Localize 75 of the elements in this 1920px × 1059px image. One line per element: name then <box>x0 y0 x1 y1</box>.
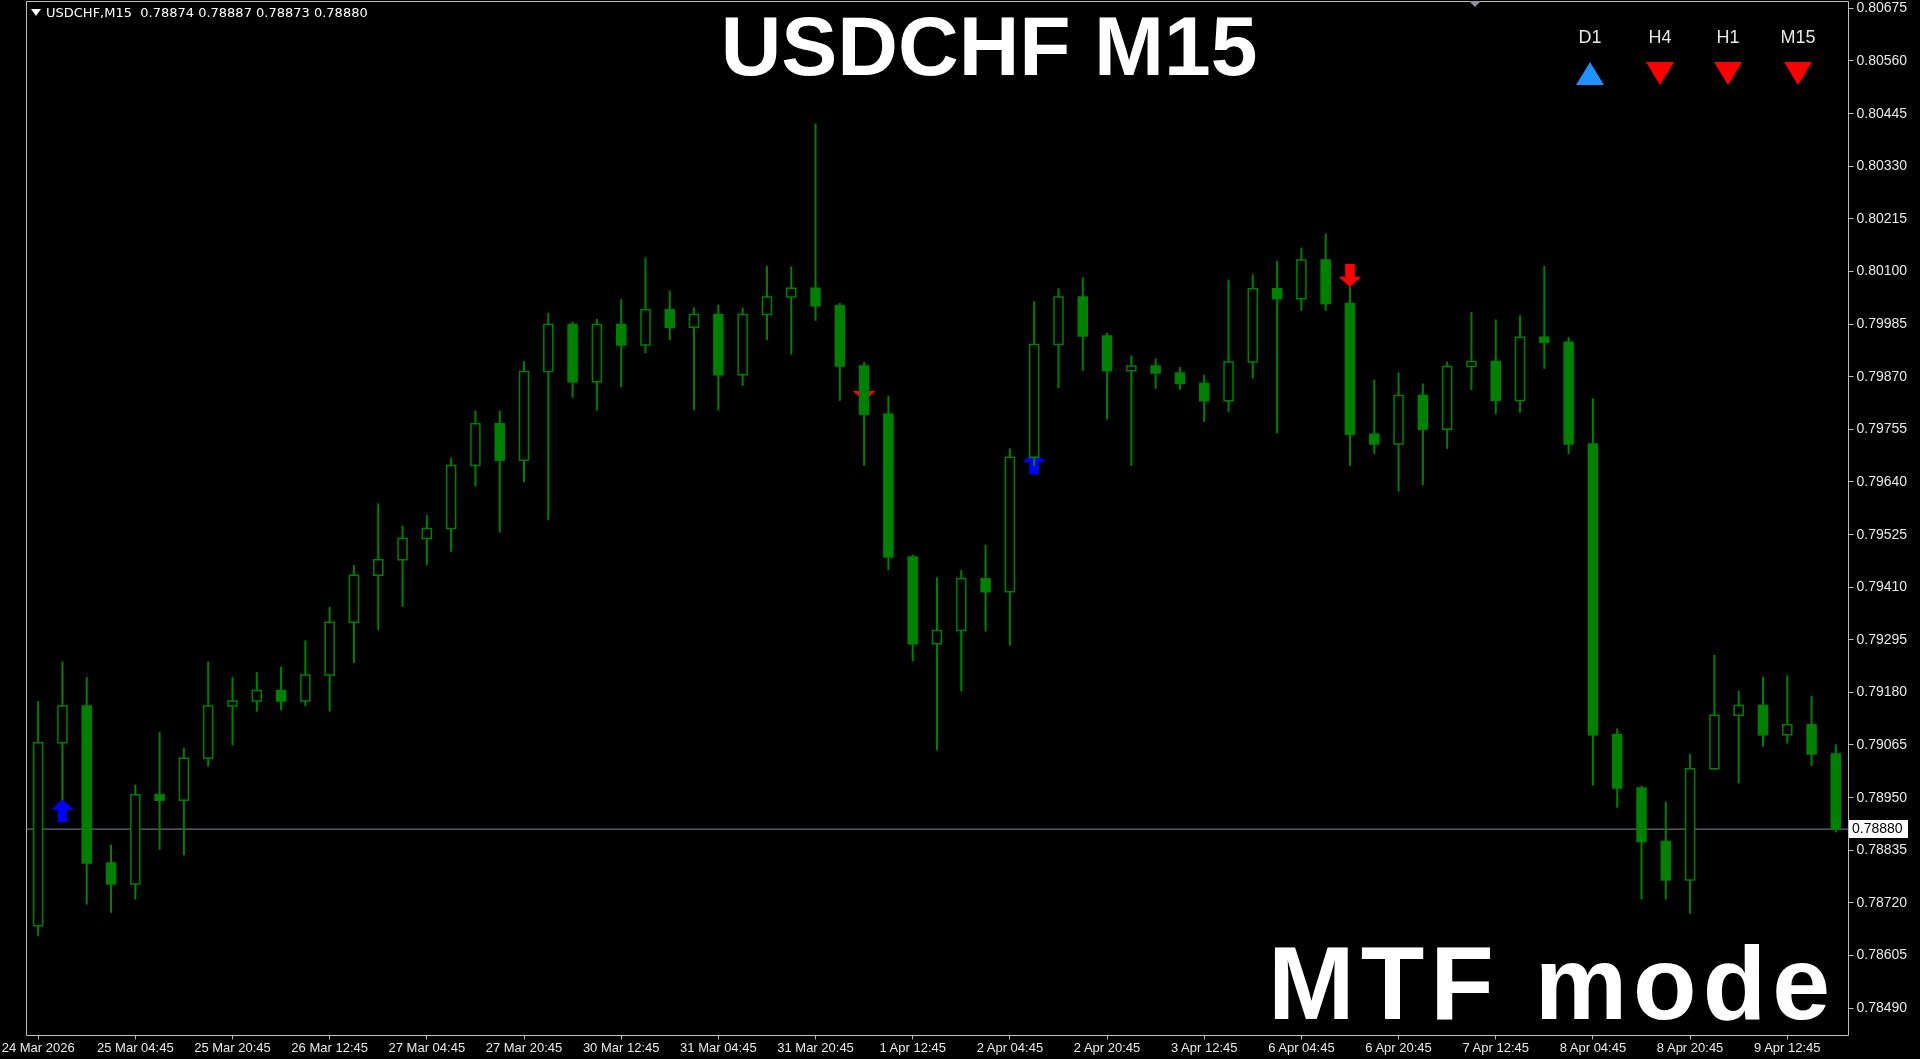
candlestick <box>688 306 700 412</box>
y-tick-label: 0.80445 <box>1856 104 1908 121</box>
x-tick-label: 1 Apr 12:45 <box>879 1039 946 1055</box>
x-tick-label: 6 Apr 20:45 <box>1365 1039 1432 1055</box>
x-tick-label: 8 Apr 04:45 <box>1559 1039 1627 1055</box>
y-tick-label: 0.80100 <box>1856 262 1908 279</box>
annotation: USDCHF,M15 0.78874 0.78887 0.78873 0.78880 <box>46 5 368 20</box>
candlestick <box>1174 366 1186 391</box>
candlestick <box>664 289 676 342</box>
point <box>51 799 74 823</box>
x-tick-label: 25 Mar 04:45 <box>97 1039 174 1055</box>
candlestick <box>1369 378 1380 455</box>
y-tick-label: 0.80560 <box>1856 51 1908 68</box>
y-tick-label: 0.79410 <box>1856 578 1908 595</box>
x-tick-label: 31 Mar 20:45 <box>777 1039 854 1055</box>
candlestick <box>931 576 943 751</box>
annotation: M15 <box>1780 27 1816 47</box>
x-tick-label: 7 Apr 12:45 <box>1462 1039 1529 1055</box>
x-tick-label: 8 Apr 20:45 <box>1656 1039 1724 1055</box>
candlestick <box>397 524 408 608</box>
candlestick <box>980 543 991 633</box>
y-tick-label: 0.79525 <box>1856 525 1908 542</box>
x-tick-label: 26 Mar 12:45 <box>291 1039 368 1055</box>
x-tick-label: 25 Mar 20:45 <box>194 1039 271 1055</box>
y-tick-label: 0.80330 <box>1856 157 1908 174</box>
candlestick <box>1539 264 1550 370</box>
y-tick-label: 0.79180 <box>1856 683 1908 700</box>
x-tick-label: 3 Apr 12:45 <box>1170 1039 1238 1055</box>
candlestick <box>761 264 773 342</box>
point <box>1338 264 1362 287</box>
y-tick-label: 0.79065 <box>1856 735 1908 752</box>
candlestick <box>1782 674 1793 745</box>
x-tick-label: 2 Apr 20:45 <box>1073 1039 1141 1055</box>
y-tick-label: 0.79755 <box>1856 420 1908 437</box>
candlestick <box>105 843 117 914</box>
candlestick <box>1150 357 1161 390</box>
candlestick <box>1198 373 1210 423</box>
y-tick-label: 0.79985 <box>1856 315 1908 332</box>
candlestick <box>373 502 384 632</box>
candlestick <box>1466 311 1477 391</box>
y-tick-label: 0.78720 <box>1856 893 1908 910</box>
annotation: H4 <box>1648 27 1672 47</box>
candlestick <box>1733 689 1744 785</box>
annotation: D1 <box>1578 27 1602 47</box>
candlestick <box>275 665 287 712</box>
y-tick-label: 0.78490 <box>1856 999 1908 1016</box>
ref-line-label: 0.78880 <box>1852 820 1903 837</box>
annotation: H1 <box>1716 27 1740 47</box>
y-tick-label: 0.78605 <box>1856 946 1908 963</box>
y-tick-label: 0.78835 <box>1856 841 1908 858</box>
annotation: MTF mode <box>1268 925 1836 1041</box>
candlestick <box>785 265 797 356</box>
x-tick-label: 30 Mar 12:45 <box>582 1039 660 1055</box>
y-tick-label: 0.80215 <box>1856 209 1908 226</box>
x-tick-label: 27 Mar 20:45 <box>485 1039 563 1055</box>
candlestick <box>227 676 238 747</box>
candlestick <box>1271 259 1283 435</box>
candlestick <box>615 298 627 389</box>
x-tick-label: 31 Mar 04:45 <box>680 1039 757 1055</box>
y-tick-label: 0.80675 <box>1856 0 1908 16</box>
candlestick <box>810 122 821 322</box>
candlestick <box>251 671 263 713</box>
y-tick-label: 0.79295 <box>1856 630 1908 647</box>
candlestick <box>1126 354 1137 467</box>
x-tick-label: 24 Mar 2026 <box>1 1039 75 1055</box>
y-tick-label: 0.78950 <box>1856 788 1908 805</box>
y-tick-label: 0.79870 <box>1856 367 1908 384</box>
x-tick-label: 9 Apr 12:45 <box>1754 1039 1821 1055</box>
x-tick-label: 2 Apr 04:45 <box>976 1039 1044 1055</box>
chart-title: USDCHF M15 <box>720 0 1258 93</box>
candlestick <box>154 731 165 851</box>
x-tick-label: 6 Apr 04:45 <box>1268 1039 1335 1055</box>
y-tick-label: 0.79640 <box>1856 472 1908 489</box>
candlestick <box>421 514 433 567</box>
x-tick-label: 27 Mar 04:45 <box>388 1039 466 1055</box>
